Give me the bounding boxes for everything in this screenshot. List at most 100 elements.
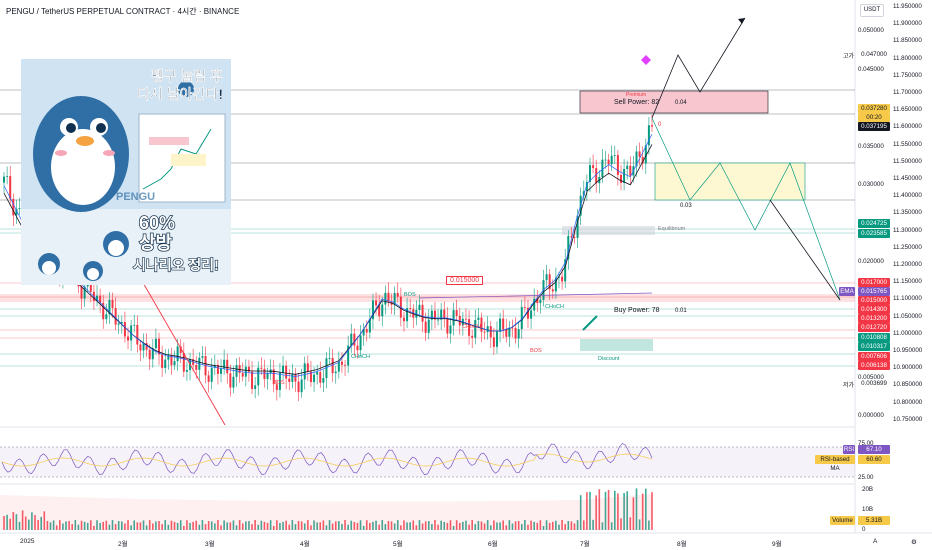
volume-bar xyxy=(573,523,576,530)
volume-bar xyxy=(65,521,67,530)
choch-label: CHoCH xyxy=(462,324,481,330)
volume-bar xyxy=(15,514,18,530)
buy-arrow xyxy=(582,315,598,331)
candle-body xyxy=(185,370,188,372)
right-axis-tick: 11.300000 xyxy=(893,226,922,234)
candle-body xyxy=(300,379,303,393)
candle-body xyxy=(6,176,9,177)
candle-body xyxy=(356,345,359,351)
x-axis-tick: 3월 xyxy=(205,541,215,548)
right-axis-tick: 11.250000 xyxy=(893,243,922,251)
volume-bar xyxy=(12,511,15,530)
volume-bar xyxy=(254,520,256,530)
volume-bar xyxy=(462,521,464,530)
volume-bar xyxy=(369,522,371,530)
candle-body xyxy=(306,363,309,372)
volume-bar xyxy=(226,522,229,530)
candle-body xyxy=(319,372,322,383)
candle-body xyxy=(170,355,173,366)
candle-body xyxy=(387,292,390,302)
volume-bar xyxy=(220,525,222,530)
volume-bar xyxy=(347,524,349,530)
candle-body xyxy=(210,367,213,382)
volume-bar xyxy=(570,521,573,530)
price-tag: 0.013200 xyxy=(858,314,890,323)
candle-body xyxy=(433,310,436,320)
x-axis-tick: 7월 xyxy=(580,541,590,548)
volume-bar xyxy=(322,520,325,530)
volume-bar xyxy=(77,524,80,530)
candle-body xyxy=(595,168,598,184)
volume-bar xyxy=(558,524,560,530)
volume-bar xyxy=(24,516,27,530)
volume-bar xyxy=(266,522,269,530)
volume-bar xyxy=(80,520,83,530)
candle-body xyxy=(260,367,263,369)
volume-bar xyxy=(629,517,632,530)
volume-bar xyxy=(18,521,21,530)
candle-body xyxy=(477,317,480,321)
price-tag: 0.010808 xyxy=(858,333,890,342)
volume-bar xyxy=(52,520,55,530)
volume-bar xyxy=(424,521,427,530)
candle-body xyxy=(111,299,114,309)
price-tag: 0.010317 xyxy=(858,342,890,351)
volume-bar xyxy=(158,521,160,530)
right-axis-tick: 11.200000 xyxy=(893,261,922,268)
volume-bar xyxy=(421,523,424,530)
volume-bar xyxy=(170,520,173,530)
candle-body xyxy=(344,364,347,366)
candle-body xyxy=(288,378,291,382)
volume-bar xyxy=(626,491,628,530)
right-axis-tick: 11.450000 xyxy=(893,175,922,182)
volume-bar xyxy=(93,525,95,530)
candle-body xyxy=(635,151,638,167)
level-box-label: 0.015000 xyxy=(446,276,484,285)
candle-body xyxy=(585,181,588,192)
candle-body xyxy=(139,344,142,351)
candle-body xyxy=(564,259,567,282)
volume-bar xyxy=(381,520,384,530)
candle-body xyxy=(371,300,374,320)
candle-body xyxy=(393,292,396,305)
candle-body xyxy=(251,371,254,389)
x-axis-tick: 5월 xyxy=(393,541,403,548)
currency-button[interactable]: USDT xyxy=(860,4,884,17)
candle-body xyxy=(350,333,353,346)
candle-body xyxy=(316,372,319,375)
volume-bar xyxy=(49,522,52,530)
candle-body xyxy=(601,159,604,177)
candle-body xyxy=(545,274,548,281)
volume-bar xyxy=(263,521,266,530)
axis-mode-button: A xyxy=(873,538,878,545)
volume-bar xyxy=(9,518,12,530)
right-axis-tick: 11.700000 xyxy=(893,89,922,96)
candle-body xyxy=(508,327,511,337)
candle-body xyxy=(492,337,495,347)
arrow-head xyxy=(738,18,745,24)
volume-bar xyxy=(651,492,653,530)
volume-bar xyxy=(387,521,390,530)
price-tag: 0.007606 xyxy=(858,352,890,361)
candle-body xyxy=(604,159,607,161)
candle-body xyxy=(285,365,288,379)
candle-body xyxy=(378,305,381,317)
candle-body xyxy=(502,318,505,330)
volume-bar xyxy=(145,525,148,530)
volume-bar xyxy=(356,522,359,530)
candle-body xyxy=(266,373,269,379)
volume-bar xyxy=(390,521,393,530)
rsi-ma-label: RSI-based MA xyxy=(815,455,855,472)
volume-bar xyxy=(86,522,89,530)
volume-bar xyxy=(440,520,442,530)
candle-body xyxy=(278,372,281,390)
candle-body xyxy=(18,208,21,209)
volume-bar xyxy=(384,524,387,530)
candle-body xyxy=(557,276,560,278)
volume-bar xyxy=(46,521,49,530)
candle-body xyxy=(421,304,424,322)
candle-body xyxy=(291,374,294,382)
volume-bar xyxy=(613,490,616,530)
volume-bar xyxy=(536,522,539,530)
